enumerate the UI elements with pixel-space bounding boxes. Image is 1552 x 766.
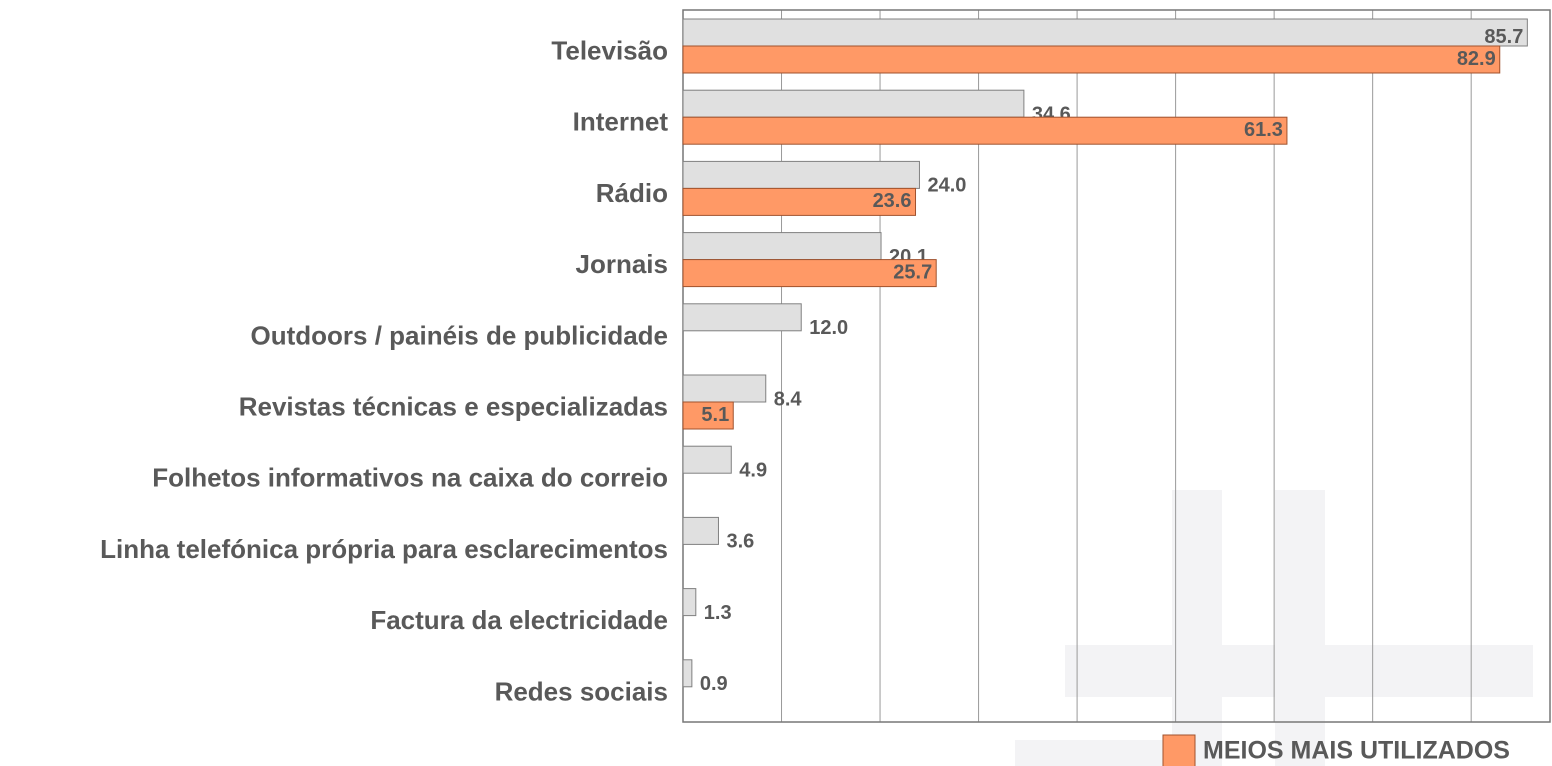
bar [682, 516, 719, 545]
value-label: 85.7 [1484, 26, 1523, 48]
bar [682, 659, 693, 688]
category-label: Rádio [596, 178, 668, 208]
category-label: Redes sociais [495, 676, 668, 706]
value-label: 8.4 [774, 388, 803, 410]
bar [682, 160, 920, 189]
bar [682, 187, 917, 216]
bar [682, 588, 697, 617]
value-label: 3.6 [726, 531, 754, 553]
bar [682, 445, 732, 474]
bar [682, 18, 1528, 47]
bar [682, 401, 734, 430]
value-label: 61.3 [1244, 119, 1283, 141]
bar [682, 89, 1025, 118]
watermark [1015, 490, 1533, 766]
bar [682, 116, 1288, 145]
bar [682, 45, 1501, 74]
value-label: 23.6 [873, 190, 912, 212]
category-label: Televisão [551, 35, 668, 65]
category-label: Factura da electricidade [370, 605, 668, 635]
category-label: Revistas técnicas e especializadas [239, 391, 668, 421]
bar [682, 232, 882, 261]
bar [682, 259, 937, 288]
value-label: 4.9 [739, 459, 767, 481]
category-label: Internet [573, 107, 669, 137]
plot-frame [682, 9, 1551, 723]
category-label: Linha telefónica própria para esclarecim… [100, 534, 668, 564]
value-label: 0.9 [700, 673, 728, 695]
value-label: 25.7 [893, 261, 932, 283]
value-label: 5.1 [701, 404, 729, 426]
value-label: 1.3 [704, 602, 732, 624]
legend-label: MEIOS MAIS UTILIZADOS [1203, 737, 1510, 765]
category-label: Folhetos informativos na caixa do correi… [152, 463, 668, 493]
category-label: Jornais [576, 249, 669, 279]
legend-swatch [1162, 734, 1196, 766]
value-label: 24.0 [927, 175, 966, 197]
value-label: 12.0 [809, 317, 848, 339]
bar [682, 374, 767, 403]
value-label: 82.9 [1457, 48, 1496, 70]
category-label: Outdoors / painéis de publicidade [251, 320, 669, 350]
bar [682, 303, 802, 332]
